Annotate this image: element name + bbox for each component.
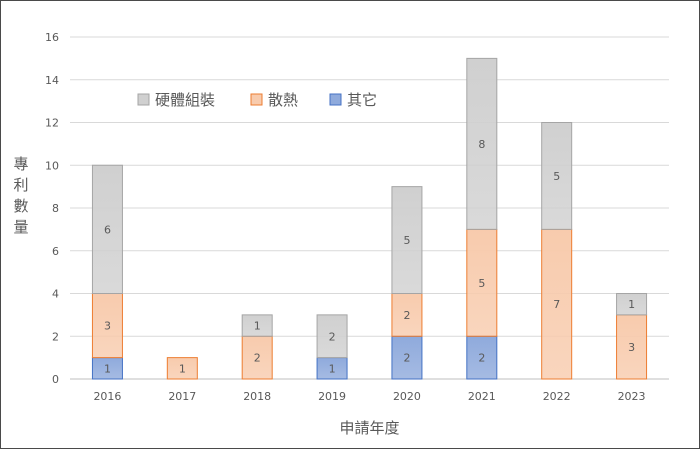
bar-segment	[466, 57, 498, 230]
data-label: 1	[254, 320, 261, 333]
data-label: 3	[104, 320, 111, 333]
y-tick-label: 8	[52, 202, 59, 215]
bar-segment	[616, 293, 648, 316]
bar-segment	[466, 228, 498, 337]
x-tick-label: 2020	[393, 390, 421, 403]
y-tick-label: 4	[52, 288, 59, 301]
y-axis-title: 專利數量	[13, 155, 28, 236]
y-tick-label: 0	[52, 373, 59, 386]
legend-label: 硬體組裝	[155, 91, 215, 109]
y-tick-label: 6	[52, 245, 59, 258]
bar-segment	[91, 293, 123, 359]
x-tick-label: 2019	[318, 390, 346, 403]
legend-swatch	[137, 93, 150, 106]
x-tick-labels: 2016 2017 2018 2019 2020 2021 2022 2023	[93, 390, 645, 403]
bar-segment	[391, 186, 423, 294]
data-label: 5	[403, 234, 410, 247]
data-label: 5	[478, 277, 485, 290]
legend: 硬體組裝 散熱 其它	[137, 91, 377, 109]
legend-swatch	[329, 93, 342, 106]
x-tick-label: 2021	[468, 390, 496, 403]
data-label: 1	[628, 298, 635, 311]
y-tick-label: 10	[45, 159, 59, 172]
x-tick-label: 2016	[93, 390, 121, 403]
bar-segment	[541, 122, 573, 230]
data-label: 8	[478, 138, 485, 151]
y-tick-label: 12	[45, 117, 59, 130]
data-label: 1	[179, 362, 186, 375]
y-tick-label: 16	[45, 31, 59, 44]
gridlines	[70, 36, 669, 380]
bar-segment	[91, 164, 123, 294]
data-label: 2	[403, 309, 410, 322]
x-axis-title: 申請年度	[339, 419, 399, 437]
data-label: 7	[553, 298, 560, 311]
bar-segment	[241, 314, 273, 337]
x-tick-label: 2023	[618, 390, 646, 403]
data-label: 2	[329, 330, 336, 343]
x-tick-label: 2018	[243, 390, 271, 403]
data-label: 2	[254, 352, 261, 365]
y-tick-label: 2	[52, 330, 59, 343]
bars: 1 3 6 1 2 1 1 2 2 2 5 2 5 8 7 5 3 1	[91, 57, 648, 380]
y-tick-labels: 0 2 4 6 8 10 12 14 16	[45, 31, 59, 386]
legend-label: 散熱	[268, 91, 298, 109]
x-tick-label: 2017	[168, 390, 196, 403]
data-label: 1	[104, 362, 111, 375]
x-tick-label: 2022	[543, 390, 571, 403]
legend-label: 其它	[347, 91, 377, 109]
data-label: 5	[553, 170, 560, 183]
data-label: 2	[403, 352, 410, 365]
bar-segment	[166, 357, 198, 380]
legend-swatch	[250, 93, 263, 106]
bar-segment	[466, 335, 498, 380]
y-tick-label: 14	[45, 74, 59, 87]
bar-segment	[616, 314, 648, 380]
data-label: 6	[104, 223, 111, 236]
data-label: 2	[478, 352, 485, 365]
bar-segment	[541, 228, 573, 380]
data-label: 3	[628, 341, 635, 354]
data-label: 1	[329, 362, 336, 375]
bar-segment	[316, 314, 348, 359]
